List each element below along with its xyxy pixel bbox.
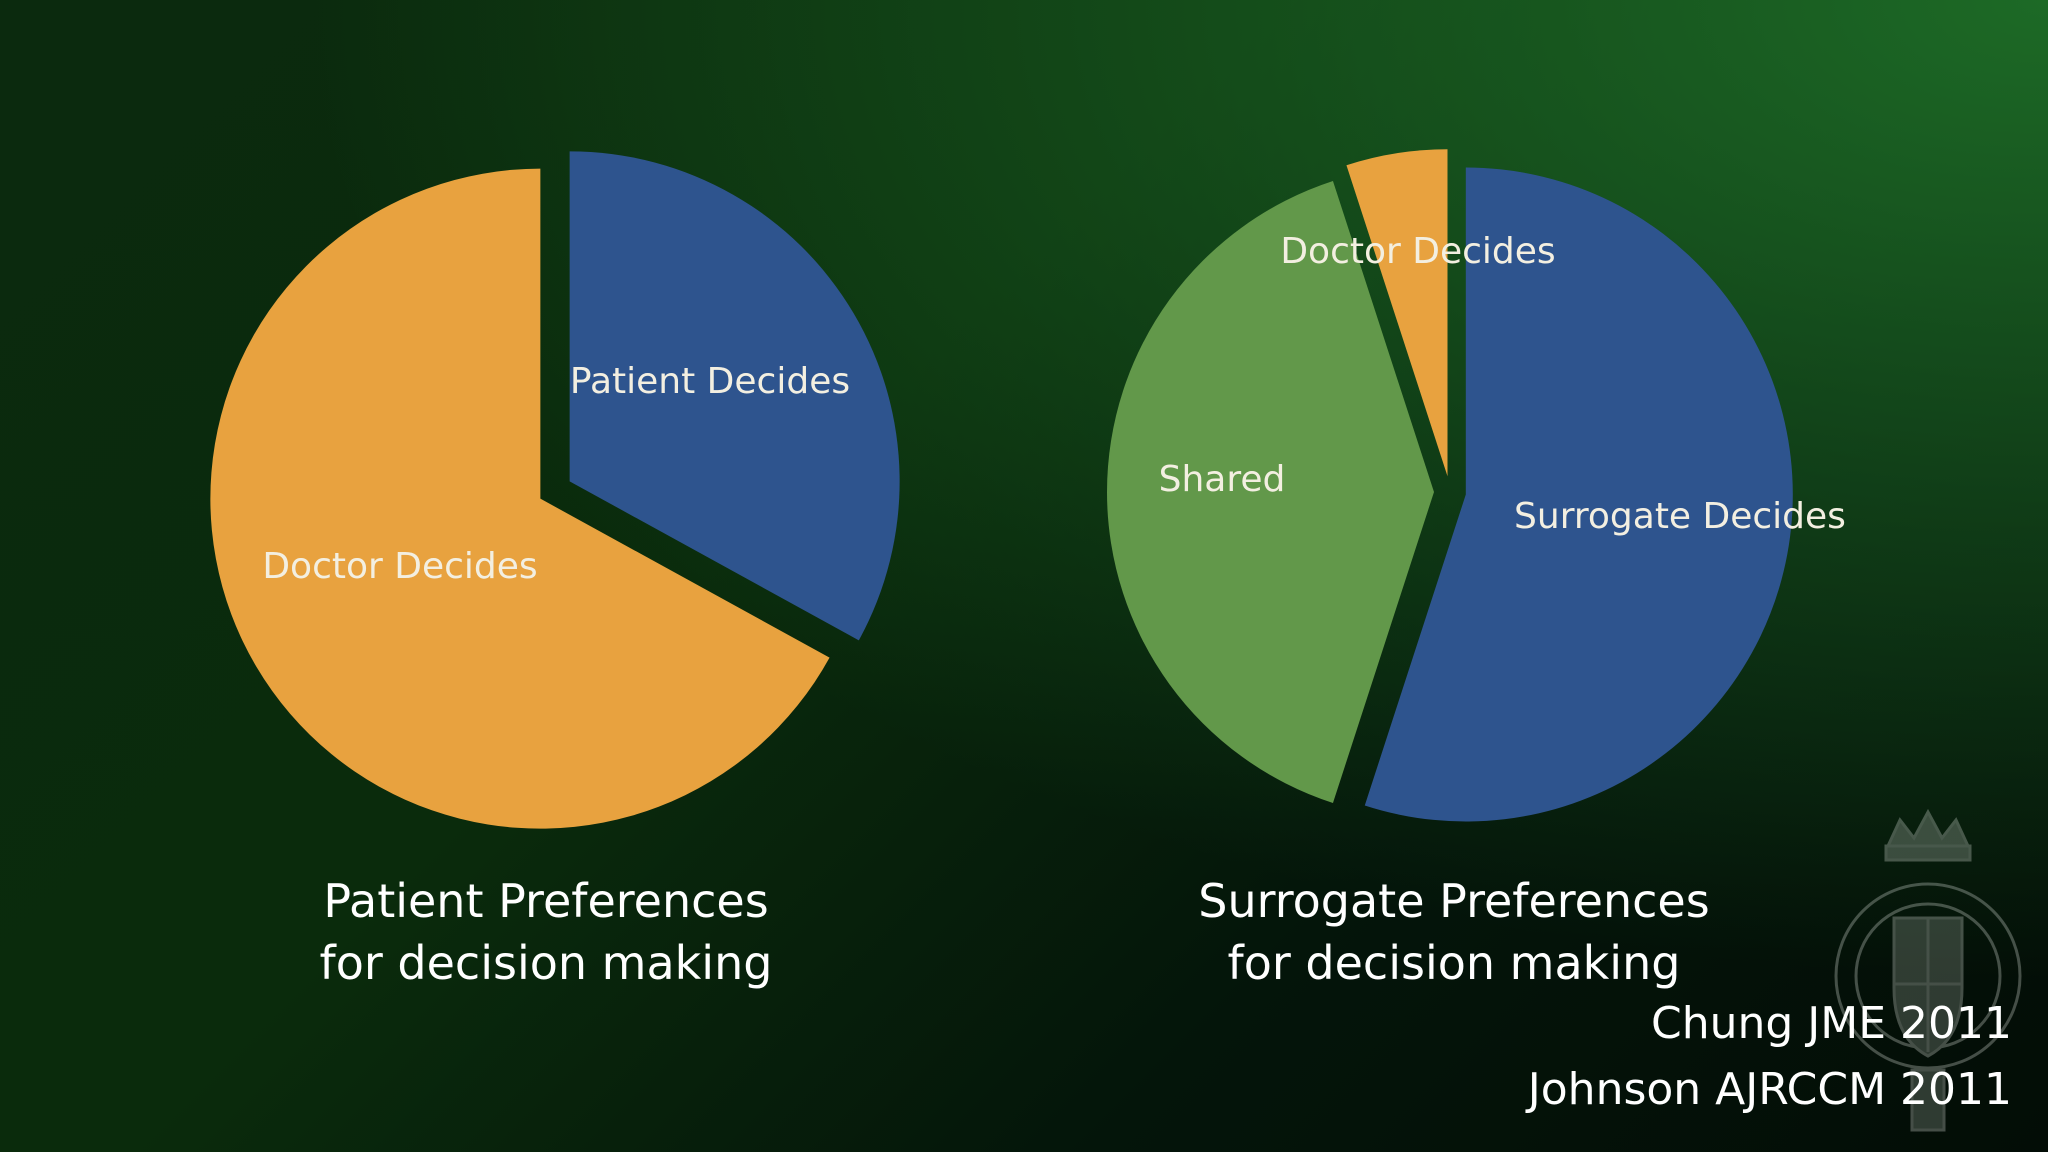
crest-icon [1834,808,2022,1132]
citation-chung: Chung JME 2011 [1650,998,2012,1049]
pie-title-line-1: Patient Preferences [323,874,769,928]
pie-chart-surrogate-preferences: Surrogate Decides Shared Doctor Decides [1107,149,1846,822]
pie-slice-label-doctor-decides: Doctor Decides [262,546,537,587]
pie-title-patient-preferences: Patient Preferences for decision making [196,870,896,994]
pie-slice-patient-decides [569,151,900,641]
pie-title-line-2: for decision making [319,936,773,990]
pie-title-line-2: for decision making [1227,936,1681,990]
pie-slice-doctor-decides [210,168,830,829]
pie-slice-label-shared: Shared [1159,459,1286,500]
pie-slice-doctor-decides [1346,149,1448,477]
pie-slice-shared [1107,181,1434,803]
pie-slice-surrogate-decides [1364,167,1793,822]
citation-johnson: Johnson AJRCCM 2011 [1527,1064,2012,1115]
pie-slice-label-surrogate-decides: Surrogate Decides [1514,496,1846,537]
pie-slice-label-doctor-decides: Doctor Decides [1280,231,1555,272]
pie-slice-label-patient-decides: Patient Decides [570,361,850,402]
pie-chart-patient-preferences: Patient Decides Doctor Decides [210,151,900,829]
pie-title-line-1: Surrogate Preferences [1198,874,1710,928]
pie-title-surrogate-preferences: Surrogate Preferences for decision makin… [1104,870,1804,994]
